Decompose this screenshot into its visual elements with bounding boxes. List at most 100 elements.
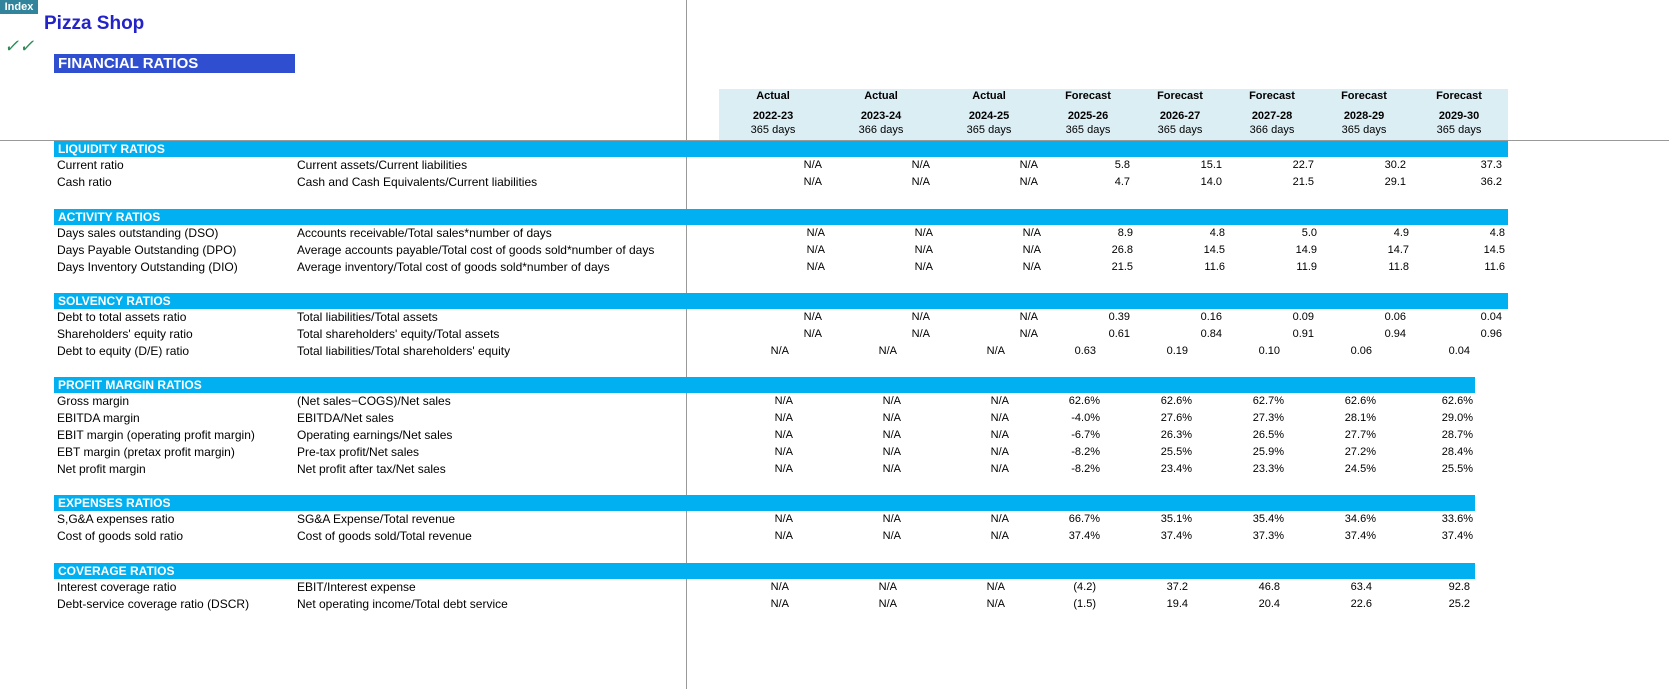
- cell-value: 37.3: [1480, 159, 1502, 171]
- cell-value: 0.19: [1166, 345, 1188, 357]
- cell-value: N/A: [803, 176, 822, 188]
- section-header: LIQUIDITY RATIOS: [54, 141, 1508, 157]
- cell-value: N/A: [803, 328, 822, 340]
- cell-value: N/A: [990, 463, 1009, 475]
- cell-value: 0.16: [1200, 311, 1222, 323]
- cell-value: 11.6: [1204, 261, 1225, 273]
- cell-value: 11.6: [1484, 261, 1505, 273]
- cell-value: 62.6%: [1344, 395, 1376, 407]
- row-label: Interest coverage ratio: [57, 580, 177, 594]
- row-label: Gross margin: [57, 394, 130, 408]
- cell-value: 0.63: [1074, 345, 1096, 357]
- cell-value: 4.8: [1209, 227, 1225, 239]
- column-type: Actual: [972, 90, 1006, 102]
- row-formula: Net profit after tax/Net sales: [297, 462, 446, 476]
- column-year: 2024-25: [968, 110, 1010, 122]
- cell-value: N/A: [914, 244, 933, 256]
- cell-value: N/A: [1022, 244, 1041, 256]
- column-type: Forecast: [1249, 90, 1295, 102]
- cell-value: 62.6%: [1441, 395, 1473, 407]
- row-formula: (Net sales−COGS)/Net sales: [297, 394, 451, 408]
- cell-value: (4.2): [1073, 581, 1096, 593]
- cell-value: 4.9: [1393, 227, 1409, 239]
- cell-value: 8.9: [1117, 227, 1133, 239]
- cell-value: 0.61: [1108, 328, 1130, 340]
- title: Pizza Shop: [44, 13, 145, 34]
- row-label: Days sales outstanding (DSO): [57, 226, 219, 240]
- index-button[interactable]: Index: [0, 0, 38, 14]
- row-formula: Average inventory/Total cost of goods so…: [297, 260, 610, 274]
- cell-value: 0.04: [1448, 345, 1470, 357]
- column-days: 365 days: [750, 124, 796, 136]
- column-type: Actual: [756, 90, 790, 102]
- cell-value: (1.5): [1073, 598, 1096, 610]
- cell-value: 0.09: [1292, 311, 1314, 323]
- cell-value: 0.39: [1108, 311, 1130, 323]
- cell-value: N/A: [774, 513, 793, 525]
- cell-value: 20.4: [1258, 598, 1280, 610]
- cell-value: 28.4%: [1441, 446, 1473, 458]
- cell-value: N/A: [990, 395, 1009, 407]
- cell-value: 24.5%: [1344, 463, 1376, 475]
- cell-value: N/A: [986, 598, 1005, 610]
- cell-value: N/A: [770, 598, 789, 610]
- row-label: Cost of goods sold ratio: [57, 529, 184, 543]
- cell-value: N/A: [803, 159, 822, 171]
- cell-value: N/A: [911, 176, 930, 188]
- cell-value: 29.0%: [1441, 412, 1473, 424]
- column-days: 365 days: [1157, 124, 1203, 136]
- row-label: Cash ratio: [57, 175, 112, 189]
- cell-value: 29.1: [1384, 176, 1406, 188]
- section-header: COVERAGE RATIOS: [54, 563, 1475, 579]
- cell-value: N/A: [1022, 227, 1041, 239]
- cell-value: 11.8: [1388, 261, 1409, 273]
- cell-value: 37.4%: [1068, 530, 1100, 542]
- cell-value: 22.6: [1350, 598, 1372, 610]
- cell-value: 14.5: [1483, 244, 1505, 256]
- row-label: Current ratio: [57, 158, 124, 172]
- row-formula: Total shareholders' equity/Total assets: [297, 327, 500, 341]
- row-label: Shareholders' equity ratio: [57, 327, 193, 341]
- cell-value: -8.2%: [1071, 446, 1100, 458]
- cell-value: N/A: [911, 159, 930, 171]
- cell-value: 37.2: [1166, 581, 1188, 593]
- row-formula: Current assets/Current liabilities: [297, 158, 468, 172]
- row-formula: EBIT/Interest expense: [297, 580, 416, 594]
- cell-value: N/A: [911, 311, 930, 323]
- cell-value: N/A: [882, 513, 901, 525]
- column-days: 366 days: [858, 124, 904, 136]
- cell-value: 26.5%: [1252, 429, 1284, 441]
- cell-value: 27.3%: [1252, 412, 1284, 424]
- cell-value: 15.1: [1200, 159, 1222, 171]
- cell-value: N/A: [990, 513, 1009, 525]
- header-band: [719, 89, 1508, 141]
- cell-value: N/A: [878, 598, 897, 610]
- column-type: Forecast: [1157, 90, 1203, 102]
- cell-value: 25.2: [1448, 598, 1470, 610]
- row-formula: Average accounts payable/Total cost of g…: [297, 243, 655, 257]
- cell-value: 37.4%: [1441, 530, 1473, 542]
- section-header: ACTIVITY RATIOS: [54, 209, 1508, 225]
- cell-value: 26.3%: [1160, 429, 1192, 441]
- cell-value: 0.06: [1350, 345, 1372, 357]
- row-formula: Total liabilities/Total assets: [297, 310, 438, 324]
- cell-value: N/A: [986, 345, 1005, 357]
- cell-value: N/A: [770, 581, 789, 593]
- column-days: 365 days: [1436, 124, 1482, 136]
- cell-value: 66.7%: [1068, 513, 1100, 525]
- section-header: EXPENSES RATIOS: [54, 495, 1475, 511]
- cell-value: N/A: [990, 530, 1009, 542]
- cell-value: N/A: [914, 227, 933, 239]
- cell-value: 14.7: [1387, 244, 1409, 256]
- cell-value: N/A: [882, 530, 901, 542]
- cell-value: 19.4: [1166, 598, 1188, 610]
- cell-value: N/A: [882, 446, 901, 458]
- cell-value: N/A: [774, 412, 793, 424]
- cell-value: 62.6%: [1160, 395, 1192, 407]
- section-header: PROFIT MARGIN RATIOS: [54, 377, 1475, 393]
- column-year: 2026-27: [1159, 110, 1201, 122]
- cell-value: N/A: [882, 395, 901, 407]
- row-label: Debt to total assets ratio: [57, 310, 187, 324]
- cell-value: 0.06: [1384, 311, 1406, 323]
- cell-value: 21.5: [1292, 176, 1314, 188]
